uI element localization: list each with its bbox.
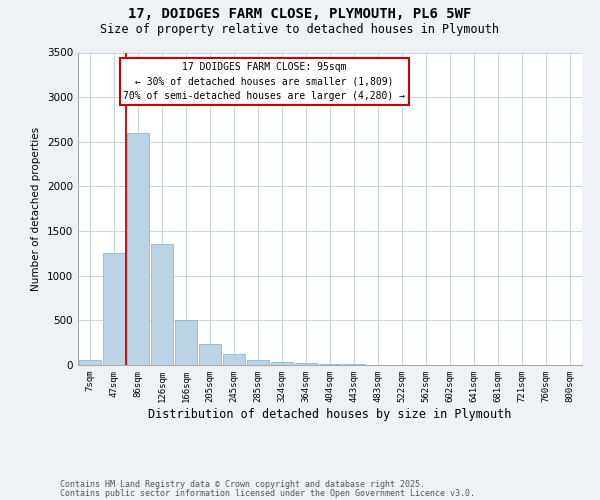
Bar [103, 254, 125, 365]
Bar [127, 133, 149, 365]
Bar [295, 364, 317, 365]
Text: 17, DOIDGES FARM CLOSE, PLYMOUTH, PL6 5WF: 17, DOIDGES FARM CLOSE, PLYMOUTH, PL6 5W… [128, 8, 472, 22]
Text: 17 DOIDGES FARM CLOSE: 95sqm
← 30% of detached houses are smaller (1,809)
70% of: 17 DOIDGES FARM CLOSE: 95sqm ← 30% of de… [124, 62, 406, 102]
Bar [343, 364, 365, 365]
Text: Contains HM Land Registry data © Crown copyright and database right 2025.: Contains HM Land Registry data © Crown c… [60, 480, 425, 489]
Y-axis label: Number of detached properties: Number of detached properties [31, 126, 41, 291]
Bar [223, 354, 245, 365]
Bar [151, 244, 173, 365]
Text: Contains public sector information licensed under the Open Government Licence v3: Contains public sector information licen… [60, 488, 475, 498]
Bar [319, 364, 341, 365]
Bar [79, 360, 101, 365]
Text: Size of property relative to detached houses in Plymouth: Size of property relative to detached ho… [101, 22, 499, 36]
Bar [175, 320, 197, 365]
X-axis label: Distribution of detached houses by size in Plymouth: Distribution of detached houses by size … [148, 408, 512, 420]
Bar [271, 362, 293, 365]
Bar [199, 344, 221, 365]
Bar [247, 360, 269, 365]
